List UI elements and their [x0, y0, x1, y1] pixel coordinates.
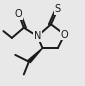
Text: N: N [34, 31, 41, 41]
Polygon shape [27, 48, 43, 63]
Text: O: O [15, 9, 23, 19]
Text: S: S [55, 4, 61, 14]
Text: O: O [61, 29, 68, 39]
